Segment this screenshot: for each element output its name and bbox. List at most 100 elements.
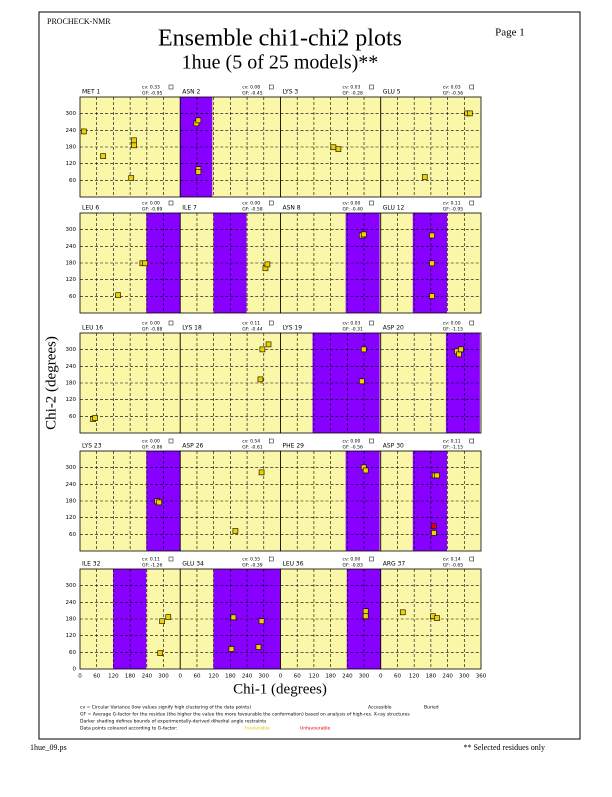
gf-label: GF: -0.44	[242, 327, 262, 333]
gf-label: GF: -1.26	[142, 563, 162, 569]
accessibility-icon	[269, 438, 274, 444]
panel-frame	[380, 450, 482, 552]
accessibility-icon	[168, 438, 174, 444]
cv-label: cv: 0.00	[242, 201, 260, 207]
residue-label: ASN 2	[182, 89, 200, 96]
cv-label: cv: 0.00	[343, 201, 361, 207]
gf-label: GF: -0.89	[142, 207, 162, 213]
y-tick-label: 300	[66, 347, 77, 353]
y-tick-label: 240	[66, 128, 77, 134]
title: Ensemble chi1-chi2 plots	[158, 26, 402, 52]
data-point	[100, 153, 106, 159]
data-point	[131, 137, 137, 144]
data-point	[115, 292, 121, 299]
gf-label: GF: -0.40	[343, 207, 363, 213]
data-point	[81, 128, 87, 135]
legend-shading: Darker shading defines bounds of experim…	[80, 719, 267, 725]
data-point	[431, 530, 437, 536]
panel-frame	[380, 212, 482, 314]
page-number: Page 1	[495, 27, 525, 39]
data-point	[362, 608, 369, 615]
accessibility-icon	[469, 438, 474, 444]
legend-unfavourable: Unfavourable	[300, 726, 330, 732]
data-point	[264, 261, 271, 268]
accessibility-icon	[369, 84, 374, 90]
x-tick-label: 0	[279, 674, 283, 680]
y-tick-label: 180	[66, 381, 77, 387]
data-point	[156, 499, 162, 506]
data-point	[255, 644, 262, 650]
accessibility-icon	[469, 200, 474, 206]
cv-label: cv: 0.14	[443, 557, 461, 563]
x-tick-label: 240	[342, 674, 353, 680]
cv-label: cv: 0.54	[242, 439, 260, 445]
x-tick-label: 300	[359, 674, 370, 680]
data-point	[431, 523, 437, 529]
x-tick-label: 180	[225, 674, 236, 680]
cv-label: cv: 0.33	[142, 85, 160, 91]
gf-label: GF: -0.61	[242, 445, 262, 451]
cv-label: cv: 0.11	[443, 201, 461, 207]
accessibility-icon	[269, 200, 274, 206]
accessibility-icon	[269, 84, 274, 90]
residue-label: ASP 30	[383, 443, 404, 450]
residue-label: LEU 16	[82, 325, 103, 332]
accessibility-icon	[269, 320, 274, 326]
data-point	[429, 260, 435, 267]
accessibility-icon	[369, 438, 374, 444]
legend-points: Data points coloured according to G-fact…	[80, 726, 177, 732]
data-point	[257, 376, 264, 383]
y-tick-label: 180	[66, 261, 77, 267]
data-point	[429, 293, 435, 299]
data-point	[360, 346, 367, 353]
y-axis-label: Chi-2 (degrees)	[43, 336, 59, 430]
data-point	[195, 169, 202, 175]
data-point	[142, 260, 148, 267]
data-point	[467, 110, 473, 117]
data-point	[92, 415, 98, 421]
y-tick-label: 60	[69, 178, 76, 184]
accessibility-icon	[369, 556, 374, 562]
x-tick-label: 240	[142, 674, 153, 680]
data-point	[265, 341, 272, 348]
cv-label: cv: 0.55	[242, 557, 260, 563]
accessibility-icon	[369, 200, 374, 206]
legend: cv = Circular Variance (low values signi…	[80, 705, 439, 732]
gf-label: GF: -0.56	[343, 445, 363, 451]
y-tick-label: 60	[69, 414, 76, 420]
gf-label: GF: -0.28	[343, 91, 363, 97]
gf-label: GF: -0.65	[443, 563, 463, 569]
legend-accessible: Accessible	[368, 705, 392, 711]
y-tick-label: 300	[66, 227, 77, 233]
x-tick-label: 0	[379, 674, 383, 680]
y-tick-label: 120	[66, 397, 77, 403]
y-tick-label: 240	[66, 364, 77, 370]
y-tick-label: 180	[66, 145, 77, 151]
data-point	[458, 346, 464, 353]
residue-label: LEU 36	[283, 561, 304, 568]
data-point	[421, 174, 428, 180]
residue-label: ASN 8	[283, 205, 301, 212]
data-point	[360, 231, 367, 238]
x-tick-label: 120	[409, 674, 420, 680]
accessibility-icon	[269, 556, 274, 562]
accessibility-icon	[469, 320, 474, 326]
panel-frame	[380, 96, 482, 198]
x-tick-label: 0	[78, 674, 82, 680]
legend-buried: Buried	[424, 705, 439, 711]
y-tick-label: 300	[66, 111, 77, 117]
cv-label: cv: 0.00	[142, 321, 160, 327]
accessibility-icon	[168, 200, 174, 206]
x-tick-label: 240	[242, 674, 253, 680]
cv-label: cv: 0.08	[242, 85, 260, 91]
y-tick-label: 120	[66, 277, 77, 283]
